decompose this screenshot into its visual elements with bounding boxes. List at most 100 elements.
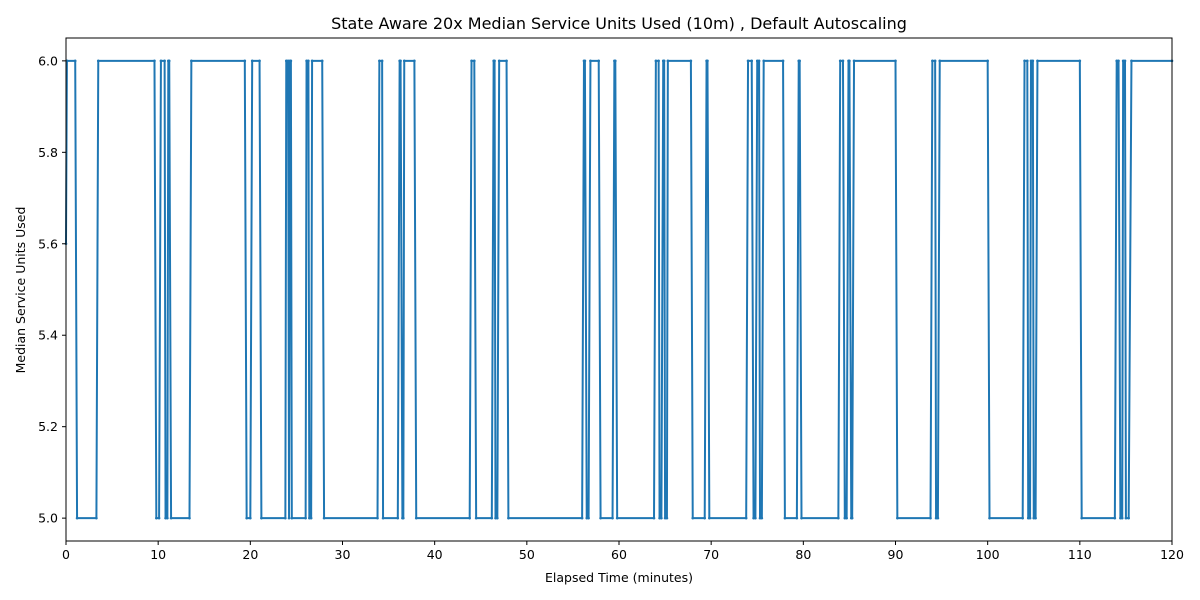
- data-point: [249, 516, 252, 520]
- data-point: [689, 59, 693, 63]
- y-tick-label: 5.0: [38, 511, 58, 526]
- data-point: [762, 59, 765, 63]
- data-point: [376, 516, 379, 520]
- data-point: [1036, 59, 1039, 63]
- data-point: [96, 59, 100, 63]
- data-point: [662, 59, 666, 63]
- data-point: [322, 516, 326, 520]
- data-point: [754, 516, 757, 520]
- data-point: [1121, 59, 1125, 63]
- data-point: [580, 516, 584, 520]
- data-point: [611, 516, 614, 520]
- x-tick-label: 0: [62, 547, 70, 562]
- data-point: [837, 516, 840, 520]
- data-point: [284, 59, 288, 63]
- data-point: [758, 516, 762, 520]
- data-point: [157, 516, 161, 520]
- x-tick-label: 90: [888, 547, 904, 562]
- data-point: [153, 59, 156, 63]
- data-point: [468, 516, 471, 520]
- data-point: [658, 516, 661, 520]
- x-tick-label: 70: [703, 547, 719, 562]
- data-point: [1120, 516, 1124, 520]
- data-point: [663, 516, 667, 520]
- data-point: [470, 59, 473, 63]
- x-tick-label: 110: [1068, 547, 1092, 562]
- data-point: [798, 59, 801, 63]
- data-point: [1023, 59, 1026, 63]
- data-point: [988, 516, 991, 520]
- chart-title: State Aware 20x Median Service Units Use…: [331, 14, 907, 33]
- data-point: [166, 516, 169, 520]
- data-point: [841, 59, 845, 63]
- data-point: [1115, 59, 1118, 63]
- data-point: [284, 516, 287, 520]
- data-point: [245, 516, 248, 520]
- data-point: [490, 516, 494, 520]
- data-point: [413, 59, 416, 63]
- data-point: [169, 516, 173, 520]
- x-tick-label: 80: [795, 547, 811, 562]
- data-point: [931, 59, 934, 63]
- data-point: [703, 516, 707, 520]
- y-tick-label: 5.2: [38, 419, 58, 434]
- x-tick-label: 40: [427, 547, 443, 562]
- data-point: [708, 516, 711, 520]
- data-point: [286, 59, 290, 63]
- data-point: [614, 59, 617, 63]
- data-point: [1026, 59, 1029, 63]
- data-point: [760, 516, 764, 520]
- data-point: [1117, 59, 1120, 63]
- data-point: [986, 59, 989, 63]
- data-point: [757, 59, 761, 63]
- data-point: [167, 59, 171, 63]
- data-point: [1032, 516, 1036, 520]
- data-point: [95, 516, 98, 520]
- data-point: [73, 59, 77, 63]
- data-point: [750, 59, 754, 63]
- series-line: [65, 59, 1172, 520]
- data-point: [402, 59, 406, 63]
- data-point: [402, 516, 405, 520]
- x-tick-label: 20: [242, 547, 258, 562]
- data-point: [615, 516, 619, 520]
- data-point: [164, 516, 167, 520]
- data-point: [800, 516, 803, 520]
- data-point: [1124, 516, 1128, 520]
- data-point: [1031, 59, 1035, 63]
- data-point: [1026, 516, 1030, 520]
- data-point: [744, 516, 748, 520]
- data-point: [1080, 516, 1083, 520]
- data-point: [654, 59, 658, 63]
- x-tick-label: 10: [150, 547, 166, 562]
- data-point: [783, 516, 787, 520]
- data-point: [396, 516, 400, 520]
- data-point: [599, 516, 602, 520]
- data-point: [894, 59, 897, 63]
- data-point: [933, 59, 937, 63]
- data-point: [665, 516, 669, 520]
- y-tick-label: 5.4: [38, 328, 58, 343]
- y-axis-label: Median Service Units Used: [13, 207, 28, 374]
- data-point: [896, 516, 899, 520]
- data-point: [188, 516, 191, 520]
- data-point: [75, 516, 79, 520]
- data-point: [589, 59, 592, 63]
- data-point: [1113, 516, 1117, 520]
- data-point: [1127, 516, 1130, 520]
- data-point: [260, 516, 263, 520]
- data-point: [320, 59, 324, 63]
- data-point: [497, 59, 501, 63]
- data-point: [587, 516, 590, 520]
- data-point: [305, 59, 308, 63]
- data-point: [310, 59, 314, 63]
- data-point: [496, 516, 499, 520]
- x-tick-label: 30: [335, 547, 351, 562]
- data-point: [378, 59, 381, 63]
- data-point: [307, 59, 310, 63]
- data-point: [381, 516, 385, 520]
- data-point: [746, 59, 750, 63]
- data-point: [304, 516, 307, 520]
- data-point: [1029, 59, 1033, 63]
- data-point: [414, 516, 418, 520]
